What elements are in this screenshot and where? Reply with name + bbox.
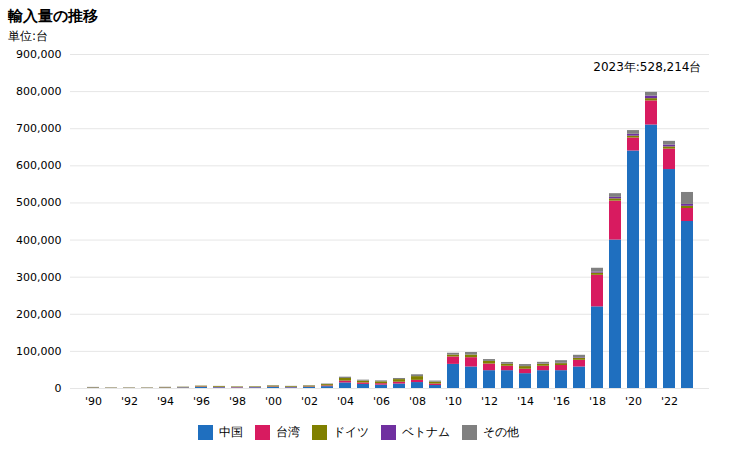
svg-text:'22: '22 [661, 395, 678, 408]
svg-text:700,000: 700,000 [16, 122, 62, 135]
svg-text:500,000: 500,000 [16, 196, 62, 209]
svg-text:'14: '14 [517, 395, 534, 408]
svg-text:'08: '08 [409, 395, 426, 408]
svg-text:0: 0 [55, 382, 62, 395]
svg-text:'10: '10 [445, 395, 462, 408]
svg-text:400,000: 400,000 [16, 234, 62, 247]
svg-text:100,000: 100,000 [16, 345, 62, 358]
html-text:ドイツ: ドイツ [333, 425, 369, 439]
svg-text:'92: '92 [121, 395, 138, 408]
svg-text:'20: '20 [625, 395, 642, 408]
svg-text:2023年:528,214台: 2023年:528,214台 [593, 60, 701, 74]
svg-text:600,000: 600,000 [16, 159, 62, 172]
html-text:輸入量の推移: 輸入量の推移 [8, 7, 98, 25]
svg-text:'98: '98 [229, 395, 246, 408]
html-text:台湾: 台湾 [276, 425, 300, 439]
html-text:単位:台: 単位:台 [8, 29, 48, 43]
html-text:中国: 中国 [219, 425, 243, 439]
svg-text:800,000: 800,000 [16, 85, 62, 98]
html-text:ベトナム: ベトナム [402, 425, 450, 439]
svg-text:'90: '90 [85, 395, 102, 408]
svg-text:'00: '00 [265, 395, 282, 408]
svg-text:'04: '04 [337, 395, 354, 408]
svg-text:'16: '16 [553, 395, 570, 408]
svg-text:200,000: 200,000 [16, 308, 62, 321]
svg-text:'06: '06 [373, 395, 390, 408]
svg-text:'96: '96 [193, 395, 210, 408]
svg-text:900,000: 900,000 [16, 48, 62, 61]
svg-text:300,000: 300,000 [16, 271, 62, 284]
svg-text:'18: '18 [589, 395, 606, 408]
svg-text:'12: '12 [481, 395, 498, 408]
svg-text:'02: '02 [301, 395, 318, 408]
html-text:その他: その他 [483, 425, 519, 439]
svg-text:'94: '94 [157, 395, 174, 408]
